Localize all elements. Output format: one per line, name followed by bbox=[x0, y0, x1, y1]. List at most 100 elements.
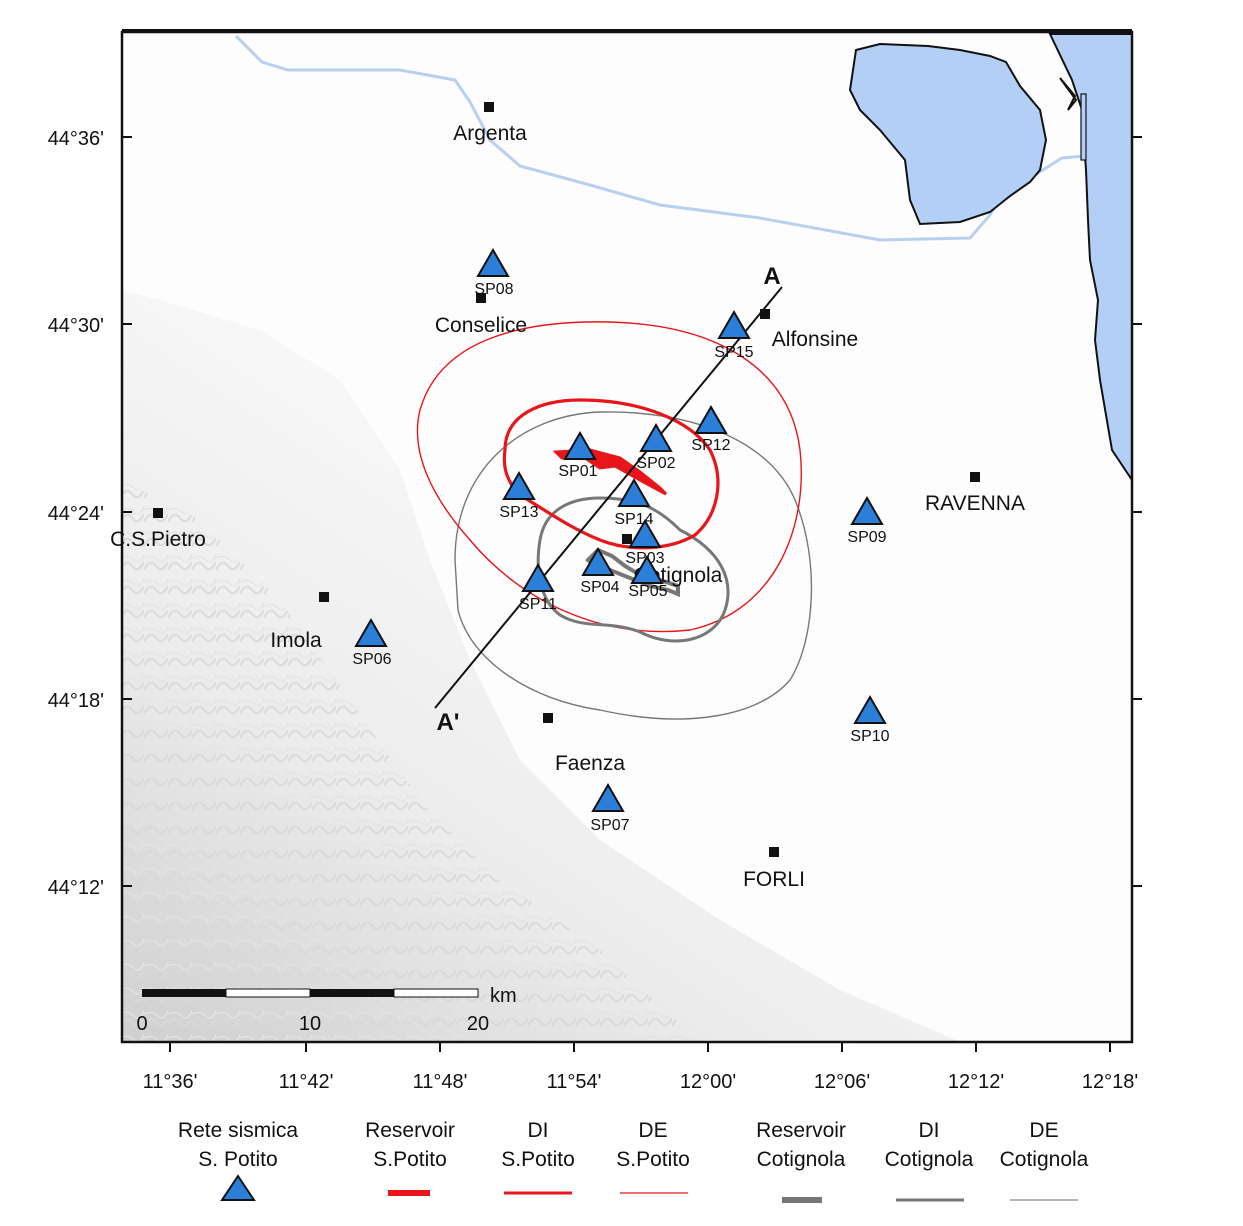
axis-ticks bbox=[122, 136, 1142, 1052]
station-triangle bbox=[581, 546, 615, 576]
lon-tick-label: 11°36' bbox=[143, 1071, 198, 1093]
lagoon-valli bbox=[848, 42, 1048, 226]
legend-label-de-cotignola: DE Cotignola bbox=[999, 1119, 1089, 1171]
legend-label-di-cotignola: DI Cotignola bbox=[884, 1119, 974, 1171]
domain-contours bbox=[416, 321, 813, 720]
town-label: C.S.Pietro bbox=[110, 528, 206, 551]
station-label: SP15 bbox=[714, 344, 753, 361]
station-triangle bbox=[639, 422, 673, 452]
coast-spit bbox=[1059, 77, 1078, 111]
town-alfonsine: Alfonsine bbox=[760, 309, 858, 351]
legend-label-reservoir-s-potito: Reservoir S.Potito bbox=[365, 1119, 455, 1171]
town-cspietro: C.S.Pietro bbox=[110, 508, 206, 551]
station-label: SP11 bbox=[519, 596, 557, 613]
town-label: RAVENNA bbox=[925, 492, 1025, 515]
legend-label-di-s-potito: DI S.Potito bbox=[501, 1119, 575, 1171]
reservoir-cotignola bbox=[584, 547, 680, 597]
legend-label-de-s-potito: DE S.Potito bbox=[616, 1119, 690, 1171]
station-triangle bbox=[630, 554, 664, 584]
station-triangle bbox=[521, 562, 555, 592]
town-marker bbox=[476, 293, 486, 303]
town-conselice: Conselice bbox=[435, 293, 527, 337]
town-marker bbox=[153, 508, 163, 518]
station-label: SP12 bbox=[691, 437, 730, 454]
station-sp08[interactable]: SP08 bbox=[474, 247, 514, 298]
di-cotignola-contour bbox=[536, 496, 730, 643]
station-label: SP08 bbox=[474, 281, 513, 298]
map-frame bbox=[120, 30, 1134, 1044]
cross-section-line bbox=[434, 286, 783, 709]
station-triangle bbox=[563, 430, 597, 460]
station-sp13[interactable]: SP13 bbox=[499, 470, 539, 521]
station-label: SP04 bbox=[580, 579, 619, 596]
station-label: SP02 bbox=[636, 455, 675, 472]
stations-layer: SP01SP02SP03SP04SP05SP06SP07SP08SP09SP10… bbox=[352, 247, 890, 834]
station-label: SP07 bbox=[590, 817, 629, 834]
station-label: SP01 bbox=[558, 463, 597, 480]
town-marker bbox=[769, 847, 779, 857]
lat-tick-label: 44°36' bbox=[48, 128, 104, 150]
section-end-label: A' bbox=[436, 709, 459, 736]
scale-label-0: 0 bbox=[136, 1013, 147, 1035]
station-sp15[interactable]: SP15 bbox=[714, 309, 754, 361]
legend-label-network: Rete sismica S. Potito bbox=[177, 1119, 299, 1171]
town-forli: FORLI bbox=[743, 847, 805, 891]
town-marker bbox=[319, 592, 329, 602]
station-triangle bbox=[476, 247, 510, 277]
relief-hills bbox=[122, 480, 700, 1042]
station-sp11[interactable]: SP11 bbox=[519, 562, 557, 613]
town-label: Imola bbox=[270, 629, 322, 652]
scale-label-20: 20 bbox=[467, 1013, 489, 1035]
lon-tick-label: 11°42' bbox=[279, 1071, 334, 1093]
town-imola: Imola bbox=[270, 592, 329, 652]
scale-bar: km 0 10 20 bbox=[136, 985, 516, 1035]
legend-station-triangle bbox=[220, 1174, 256, 1201]
station-label: SP06 bbox=[352, 651, 391, 668]
town-marker bbox=[760, 309, 770, 319]
station-sp02[interactable]: SP02 bbox=[636, 422, 676, 472]
station-sp06[interactable]: SP06 bbox=[352, 617, 392, 668]
legend-label-reservoir-cotignola: Reservoir Cotignola bbox=[756, 1119, 846, 1171]
station-label: SP10 bbox=[850, 728, 889, 745]
station-triangle bbox=[617, 477, 651, 507]
de-s-potito-contour bbox=[416, 321, 802, 633]
lon-tick-label: 12°12' bbox=[948, 1071, 1004, 1093]
town-marker bbox=[622, 534, 632, 544]
town-marker bbox=[970, 472, 980, 482]
station-triangle bbox=[694, 404, 728, 434]
station-triangle bbox=[591, 782, 625, 812]
town-marker bbox=[484, 102, 494, 112]
town-label: FORLI bbox=[743, 868, 805, 891]
lat-tick-label: 44°12' bbox=[48, 877, 104, 899]
scale-label-10: 10 bbox=[299, 1013, 321, 1035]
axis-tick-labels: 44°36' 44°30' 44°24' 44°18' 44°12' 11°36' 11°4… bbox=[48, 128, 1138, 1093]
station-triangle bbox=[354, 617, 388, 647]
lon-tick-label: 12°06' bbox=[814, 1071, 870, 1093]
lon-tick-label: 12°18' bbox=[1082, 1071, 1138, 1093]
town-label: Conselice bbox=[435, 314, 527, 337]
lon-tick-label: 11°54' bbox=[547, 1071, 602, 1093]
station-sp14[interactable]: SP14 bbox=[614, 477, 654, 528]
scale-unit: km bbox=[490, 985, 517, 1007]
station-sp05[interactable]: SP05 bbox=[628, 554, 668, 600]
station-sp12[interactable]: SP12 bbox=[691, 404, 731, 454]
station-label: SP13 bbox=[499, 504, 538, 521]
town-faenza: Faenza bbox=[543, 713, 625, 775]
station-sp09[interactable]: SP09 bbox=[847, 495, 887, 546]
de-cotignola-contour bbox=[454, 411, 813, 720]
station-sp01[interactable]: SP01 bbox=[558, 430, 598, 480]
lat-tick-label: 44°24' bbox=[48, 503, 104, 525]
station-sp10[interactable]: SP10 bbox=[850, 694, 890, 745]
map-background bbox=[122, 32, 1132, 1042]
town-argenta: Argenta bbox=[453, 102, 527, 145]
town-ravenna: RAVENNA bbox=[925, 472, 1025, 515]
station-sp07[interactable]: SP07 bbox=[590, 782, 630, 834]
towns-layer: Argenta Conselice Alfonsine C.S.Pietro Imola… bbox=[110, 102, 1025, 891]
town-label: Argenta bbox=[453, 122, 527, 145]
legend-symbols bbox=[220, 1174, 1078, 1203]
station-triangle bbox=[717, 309, 751, 339]
lat-tick-label: 44°30' bbox=[48, 315, 104, 337]
town-label: Faenza bbox=[555, 752, 625, 775]
station-sp04[interactable]: SP04 bbox=[580, 546, 620, 596]
